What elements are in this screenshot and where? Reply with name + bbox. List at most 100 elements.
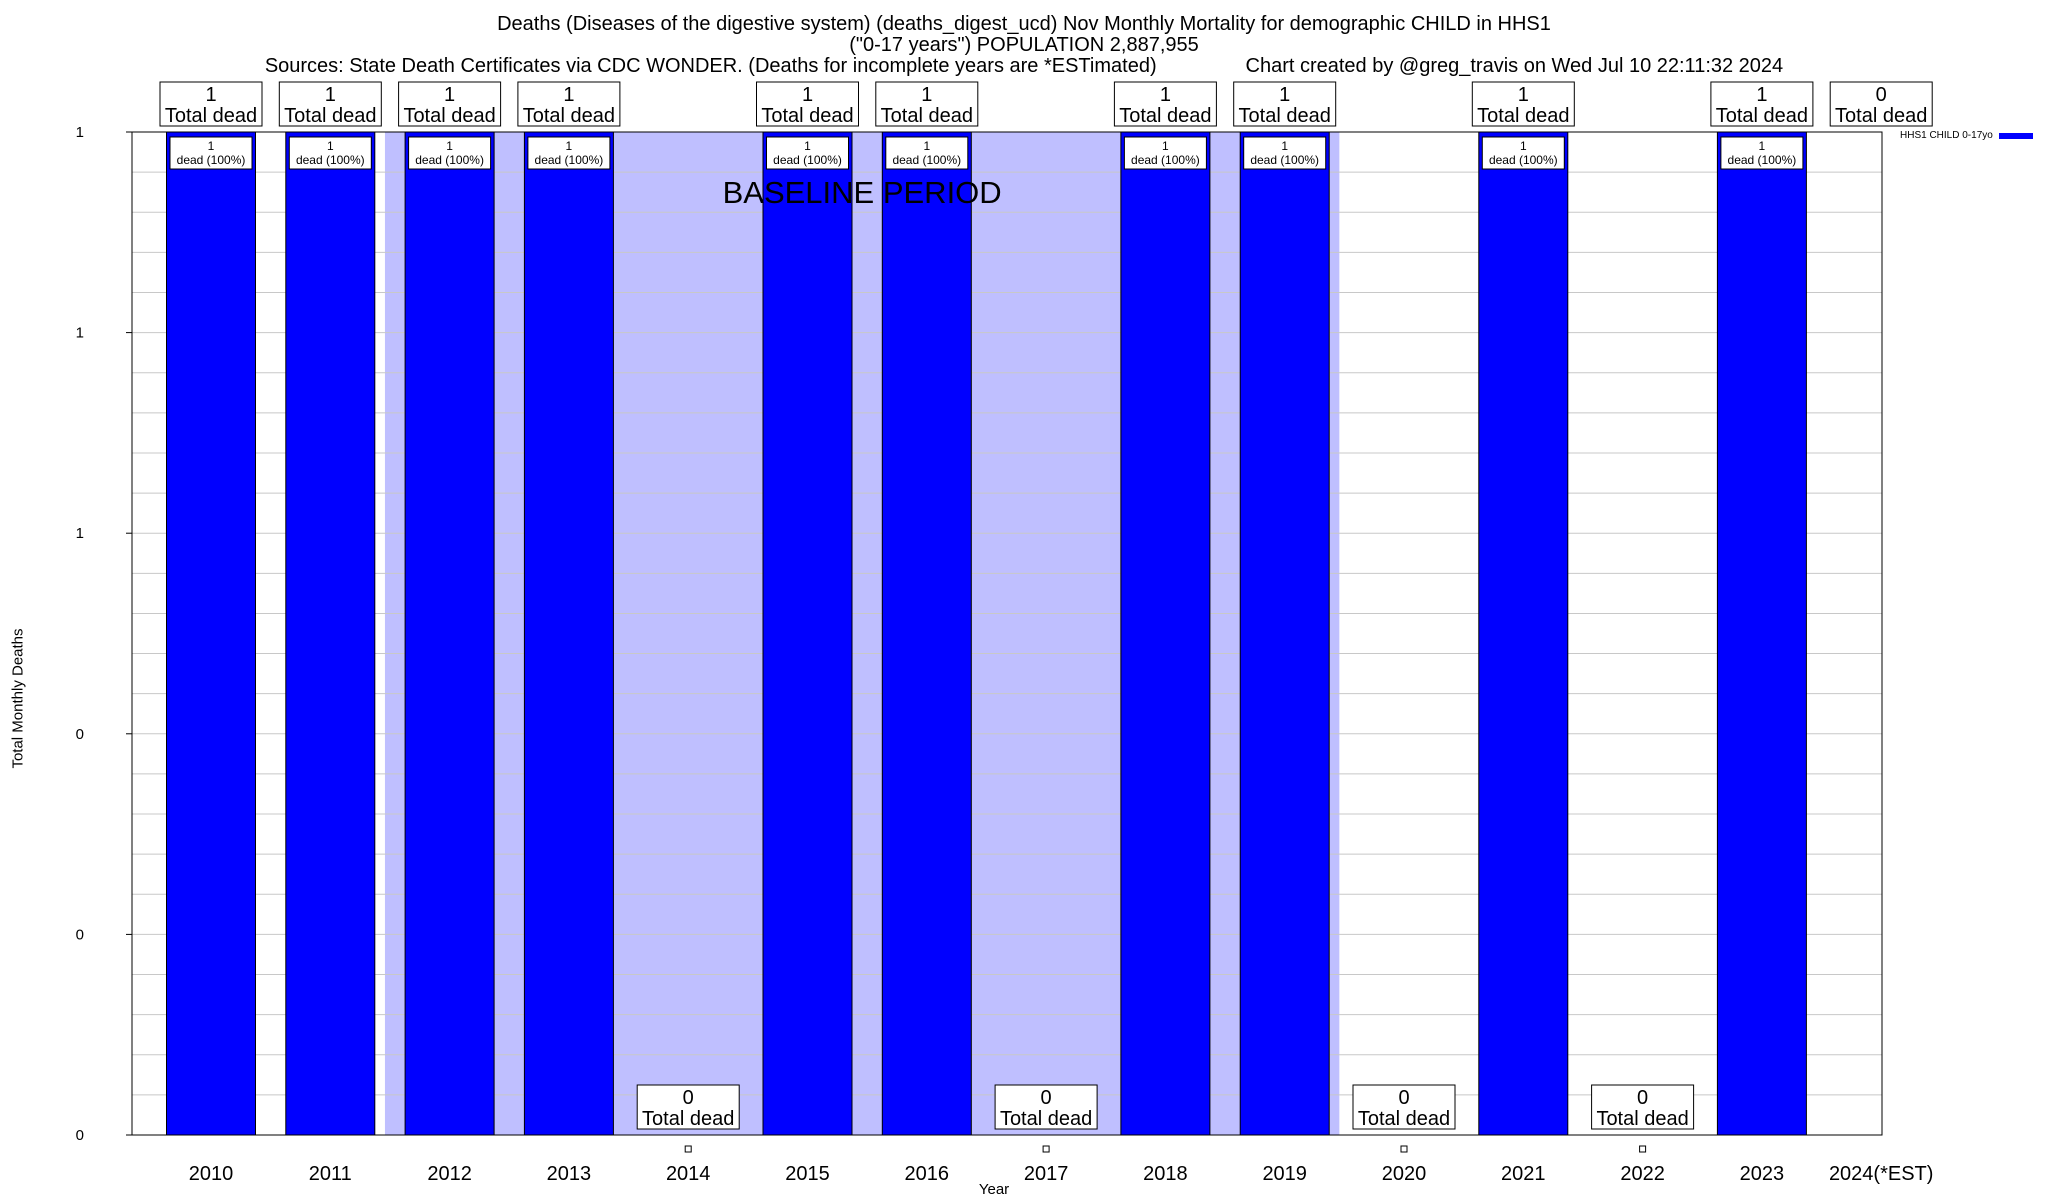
total-label-text: Total dead [1358, 1108, 1450, 1130]
total-label-value: 1 [1756, 84, 1767, 106]
bar-label-box [527, 136, 611, 170]
chart-title-line-2: ("0-17 years") POPULATION 2,887,955 [849, 34, 1199, 56]
total-label-box [1591, 1084, 1695, 1130]
total-label-value: 1 [444, 84, 455, 106]
x-tick-label-2011: 2011 [309, 1163, 352, 1185]
x-tick-label-2016: 2016 [905, 1163, 950, 1185]
total-label-value: 1 [563, 84, 574, 106]
total-label-box [1471, 81, 1575, 127]
bar-2010 [166, 131, 256, 1136]
x-tick-label-2020: 2020 [1382, 1163, 1427, 1185]
total-label-box [1352, 1084, 1456, 1130]
chart-title-line-3: Sources: State Death Certificates via CD… [264, 55, 1784, 77]
total-label-text: Total dead [1000, 1108, 1092, 1130]
bar-label-value: 1 [804, 139, 811, 153]
y-tick-label: 1 [76, 525, 84, 542]
bar-label-text: dead (100%) [1250, 153, 1319, 167]
x-tick-label-2019: 2019 [1262, 1163, 1307, 1185]
total-label-value: 1 [921, 84, 932, 106]
bar-label-value: 1 [1759, 139, 1766, 153]
bar-2019 [1239, 131, 1330, 1136]
zero-marker [1042, 1145, 1050, 1153]
total-label-value: 1 [802, 84, 813, 106]
total-label-value: 0 [1041, 1087, 1052, 1109]
x-tick-label-2015: 2015 [785, 1163, 830, 1185]
bar-2021 [1478, 131, 1569, 1136]
bar-2018 [1120, 131, 1211, 1136]
x-tick-label-2024(*EST): 2024(*EST) [1829, 1163, 1934, 1185]
bar-label-text: dead (100%) [773, 153, 842, 167]
bar-2015 [762, 131, 853, 1136]
zero-marker [684, 1145, 692, 1153]
x-tick-label-2017: 2017 [1024, 1163, 1069, 1185]
total-label-text: Total dead [403, 105, 495, 127]
total-label-box [1233, 81, 1337, 127]
bar-label-value: 1 [566, 139, 573, 153]
y-axis-label: Total Monthly Deaths [9, 628, 27, 769]
x-tick-label-2018: 2018 [1143, 1163, 1188, 1185]
bar-2011 [285, 131, 376, 1136]
total-label-box [756, 81, 859, 127]
bar-2013 [523, 131, 614, 1136]
bar-label-text: dead (100%) [415, 153, 484, 167]
total-label-box [398, 81, 502, 127]
total-label-text: Total dead [1596, 1108, 1688, 1130]
x-tick-label-2022: 2022 [1620, 1163, 1665, 1185]
bar-label-text: dead (100%) [535, 153, 604, 167]
total-label-box [1829, 81, 1933, 127]
x-tick-label-2010: 2010 [189, 1163, 234, 1185]
x-tick-label-2021: 2021 [1501, 1163, 1546, 1185]
total-label-value: 0 [1637, 1087, 1648, 1109]
bar-label-text: dead (100%) [1131, 153, 1200, 167]
bar-label-box [288, 136, 372, 170]
plot-frame [131, 131, 1883, 1136]
total-label-text: Total dead [881, 105, 973, 127]
legend-label: HHS1 CHILD 0-17yo [1900, 130, 1993, 141]
total-label-box [1710, 81, 1814, 127]
total-label-text: Total dead [1119, 105, 1211, 127]
bar-label-value: 1 [208, 139, 215, 153]
x-tick-label-2012: 2012 [427, 1163, 472, 1185]
bar-label-box [1720, 136, 1804, 170]
x-tick-label-2014: 2014 [666, 1163, 711, 1185]
y-tick-label: 0 [76, 726, 84, 743]
total-label-text: Total dead [642, 1108, 734, 1130]
total-label-box [994, 1084, 1098, 1130]
bar-label-box [1123, 136, 1207, 170]
zero-marker [1639, 1145, 1647, 1153]
bar-label-box [169, 136, 253, 170]
total-label-value: 0 [1398, 1087, 1409, 1109]
total-label-text: Total dead [1239, 105, 1331, 127]
total-label-text: Total dead [165, 105, 257, 127]
total-label-text: Total dead [523, 105, 615, 127]
bar-2016 [881, 131, 972, 1136]
bar-label-text: dead (100%) [1728, 153, 1797, 167]
total-label-text: Total dead [284, 105, 376, 127]
total-label-value: 1 [205, 84, 216, 106]
total-label-box [1113, 81, 1217, 127]
x-axis-label: Year [978, 1181, 1010, 1198]
total-label-text: Total dead [1477, 105, 1569, 127]
total-label-value: 1 [1160, 84, 1171, 106]
bar-label-value: 1 [1162, 139, 1169, 153]
total-label-text: Total dead [1716, 105, 1808, 127]
bar-label-box [408, 136, 492, 170]
bar-label-value: 1 [446, 139, 453, 153]
total-label-value: 1 [1279, 84, 1290, 106]
bar-label-box [885, 136, 969, 170]
bar-label-value: 1 [327, 139, 334, 153]
bar-label-text: dead (100%) [1489, 153, 1558, 167]
total-label-value: 1 [325, 84, 336, 106]
y-tick-label: 1 [76, 325, 84, 342]
legend-swatch [1998, 132, 2033, 139]
bar-2012 [404, 131, 495, 1136]
chart-title-line-1: Deaths (Diseases of the digestive system… [497, 13, 1551, 35]
total-label-value: 0 [1876, 84, 1887, 106]
total-label-text: Total dead [761, 105, 853, 127]
total-label-box [517, 81, 621, 127]
total-label-value: 0 [683, 1087, 694, 1109]
bar-label-text: dead (100%) [296, 153, 365, 167]
chart-legend: HHS1 CHILD 0-17yo [1900, 130, 2033, 141]
total-label-text: Total dead [1835, 105, 1927, 127]
